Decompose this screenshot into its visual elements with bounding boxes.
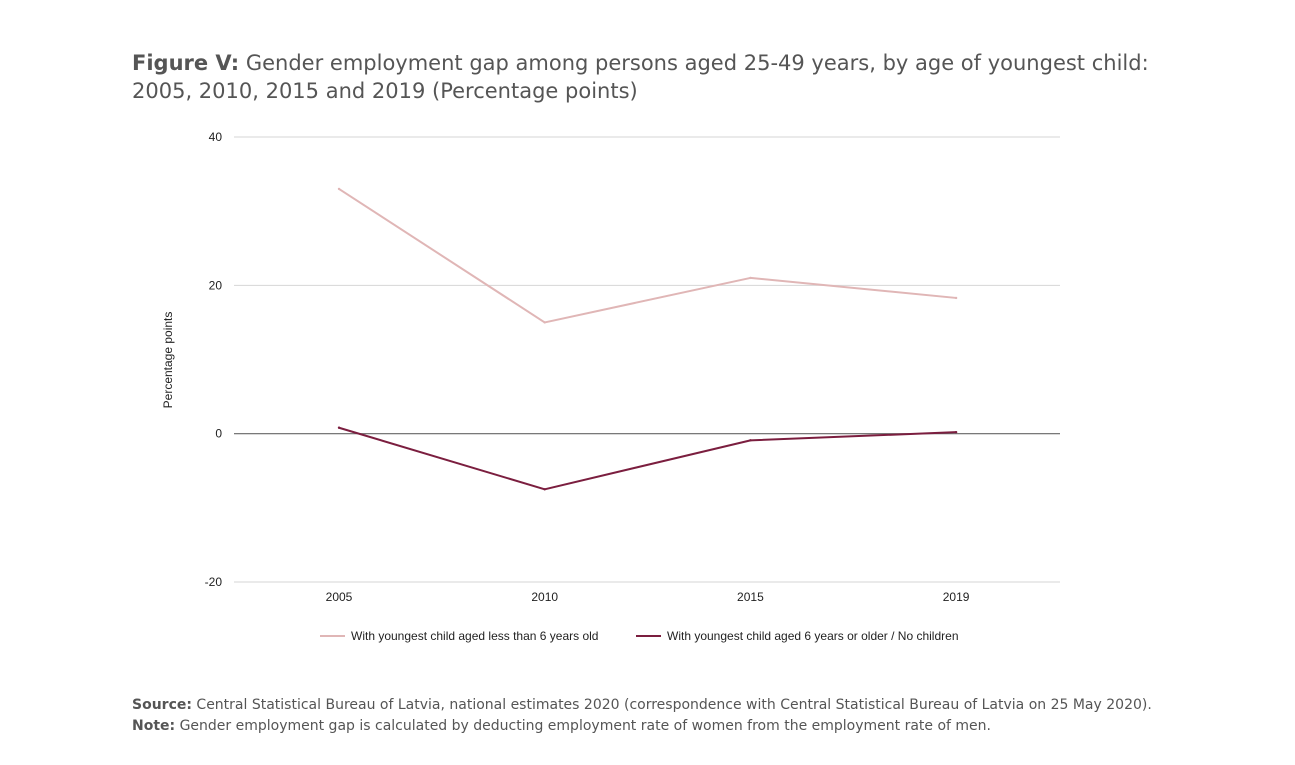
y-tick-label: 40 bbox=[209, 130, 223, 144]
y-axis-ticks: 40 20 0 -20 bbox=[205, 130, 223, 589]
x-axis-ticks: 2005 2010 2015 2019 bbox=[326, 590, 970, 604]
legend-label-0: With youngest child aged less than 6 yea… bbox=[351, 629, 598, 643]
figure-title-text: Gender employment gap among persons aged… bbox=[132, 51, 1149, 103]
legend: With youngest child aged less than 6 yea… bbox=[320, 629, 959, 643]
data-point bbox=[337, 187, 341, 191]
figure-title: Figure V: Gender employment gap among pe… bbox=[132, 49, 1192, 105]
data-point bbox=[749, 276, 752, 280]
series-line-1 bbox=[338, 426, 958, 491]
source-label: Source: bbox=[132, 697, 192, 713]
note-line: Note: Gender employment gap is calculate… bbox=[132, 716, 1232, 737]
x-tick-label: 2015 bbox=[737, 590, 764, 604]
y-tick-label: 0 bbox=[215, 427, 222, 441]
source-text: Central Statistical Bureau of Latvia, na… bbox=[196, 697, 1152, 713]
y-tick-label: 20 bbox=[209, 278, 223, 292]
data-point bbox=[954, 296, 958, 300]
note-label: Note: bbox=[132, 718, 176, 734]
series-line-0 bbox=[338, 187, 958, 324]
footnotes: Source: Central Statistical Bureau of La… bbox=[132, 695, 1232, 737]
note-text: Gender employment gap is calculated by d… bbox=[179, 718, 991, 734]
data-point bbox=[543, 321, 546, 324]
x-tick-label: 2019 bbox=[943, 590, 970, 604]
gridlines bbox=[234, 136, 1060, 583]
data-point bbox=[954, 430, 958, 434]
series-lines bbox=[337, 187, 958, 491]
source-line: Source: Central Statistical Bureau of La… bbox=[132, 695, 1232, 716]
data-point bbox=[337, 426, 341, 429]
x-tick-label: 2010 bbox=[531, 590, 558, 604]
y-axis-label: Percentage points bbox=[161, 312, 175, 409]
data-point bbox=[543, 488, 546, 491]
figure-label: Figure V: bbox=[132, 51, 240, 75]
legend-label-1: With youngest child aged 6 years or olde… bbox=[667, 629, 959, 643]
y-tick-label: -20 bbox=[205, 575, 223, 589]
data-point bbox=[749, 439, 752, 442]
x-tick-label: 2005 bbox=[326, 590, 353, 604]
